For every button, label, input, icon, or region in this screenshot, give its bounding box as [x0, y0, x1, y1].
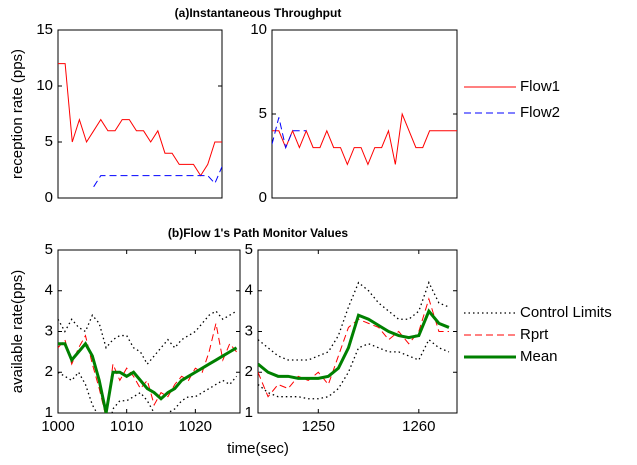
- y-tick-label: 5: [45, 133, 53, 150]
- series-line: [272, 112, 457, 166]
- x-tick-label: 1250: [302, 418, 335, 435]
- y-tick-label: 0: [45, 189, 53, 206]
- series-line: [272, 117, 307, 150]
- y-tick-label: 5: [245, 241, 253, 258]
- chart-title: (a)Instantaneous Throughput: [175, 6, 342, 20]
- chart-title: (b)Flow 1's Path Monitor Values: [168, 226, 349, 240]
- series-line: [93, 166, 222, 188]
- series-line: [58, 323, 237, 413]
- y-tick-label: 2: [245, 363, 253, 380]
- y-tick-label: 5: [259, 105, 267, 122]
- y-tick-label: 15: [36, 21, 53, 38]
- y-tick-label: 0: [259, 189, 267, 206]
- plot-frame: [57, 29, 223, 199]
- legend-label: Flow1: [520, 78, 560, 95]
- series-line: [258, 297, 449, 398]
- y-axis-label: available rate(pps): [9, 270, 26, 393]
- y-tick-label: 4: [245, 282, 253, 299]
- plot-frame: [271, 29, 458, 199]
- x-tick-label: 1020: [179, 418, 212, 435]
- legend-label: Control Limits: [520, 304, 612, 321]
- x-axis-label: time(sec): [227, 440, 289, 457]
- y-tick-label: 5: [45, 241, 53, 258]
- series-line: [58, 310, 237, 366]
- x-tick-label: 1010: [110, 418, 143, 435]
- series-line: [58, 341, 238, 413]
- y-tick-label: 1: [245, 404, 253, 421]
- y-tick-label: 10: [250, 21, 267, 38]
- y-axis-label: reception rate (pps): [9, 49, 26, 179]
- legend-label: Rprt: [520, 326, 549, 343]
- plot-frame: [257, 249, 458, 414]
- y-tick-label: 10: [36, 77, 53, 94]
- series-line: [258, 280, 450, 361]
- legend-label: Flow2: [520, 104, 560, 121]
- y-tick-label: 1: [45, 404, 53, 421]
- series-line: [258, 338, 450, 400]
- series-line: [258, 308, 450, 380]
- series-line: [58, 63, 222, 177]
- y-tick-label: 4: [45, 282, 53, 299]
- x-tick-label: 1000: [41, 418, 74, 435]
- y-tick-label: 2: [45, 363, 53, 380]
- x-tick-label: 1260: [402, 418, 435, 435]
- y-tick-label: 3: [45, 322, 53, 339]
- y-tick-label: 3: [245, 322, 253, 339]
- legend-label: Mean: [520, 348, 558, 365]
